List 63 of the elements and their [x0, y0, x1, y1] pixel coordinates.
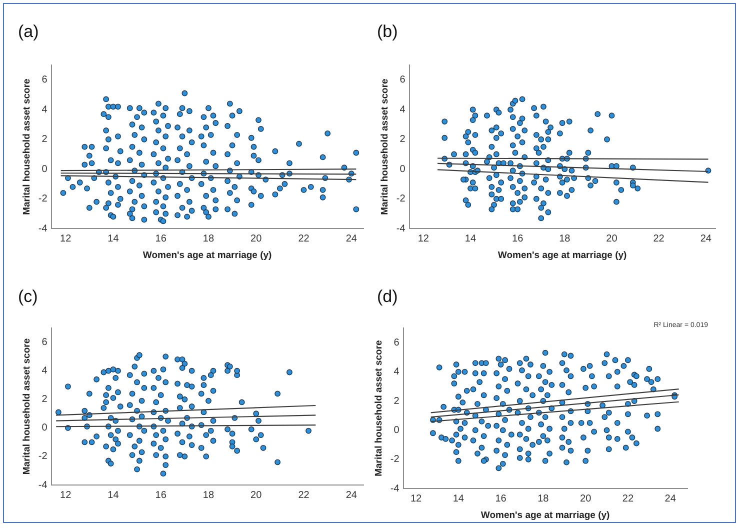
x-tick-label: 24 — [346, 490, 358, 501]
x-tick-label: 12 — [60, 490, 72, 501]
y-tick-label: 4 — [394, 366, 400, 378]
x-tick-label: 14 — [464, 233, 476, 244]
x-tick-label: 12 — [410, 493, 422, 504]
x-tick-label: 12 — [418, 233, 430, 244]
y-axis-title: Marital household asset score — [379, 78, 390, 215]
y-tick-label: 4 — [42, 366, 48, 377]
y-tick-label: -4 — [38, 223, 48, 234]
x-tick-label: 20 — [250, 490, 262, 501]
x-tick-label: 14 — [108, 490, 120, 501]
x-tick-label: 22 — [298, 233, 310, 244]
y-tick-label: -4 — [390, 483, 400, 494]
x-tick-label: 24 — [700, 233, 712, 244]
y-tick-label: 2 — [400, 134, 406, 146]
y-tick-label: 0 — [42, 422, 48, 434]
y-axis-title: Marital household asset score — [21, 78, 32, 215]
x-tick-label: 18 — [202, 233, 214, 244]
x-tick-label: 24 — [664, 493, 676, 504]
y-tick-label: 4 — [400, 104, 406, 116]
x-tick-label: 24 — [346, 233, 358, 244]
x-tick-label: 20 — [606, 233, 618, 244]
x-axis-title: Women's age at marriage (y) — [498, 250, 627, 261]
y-tick-label: 6 — [400, 74, 406, 86]
y-tick-label: 0 — [394, 424, 400, 436]
chart-title: (d) — [377, 287, 398, 307]
y-tick-label: 2 — [394, 396, 400, 407]
y-tick-label: 6 — [42, 337, 48, 348]
x-tick-label: 16 — [512, 233, 524, 244]
y-tick-label: 4 — [42, 104, 48, 116]
x-tick-label: 22 — [298, 490, 310, 501]
y-tick-label: 0 — [400, 164, 406, 175]
x-tick-label: 20 — [580, 493, 592, 504]
x-tick-label: 18 — [202, 490, 214, 501]
x-tick-label: 14 — [452, 493, 464, 504]
x-tick-label: 12 — [60, 233, 72, 244]
x-tick-label: 22 — [622, 493, 634, 504]
y-tick-label: -2 — [390, 454, 400, 466]
y-tick-label: -2 — [38, 194, 48, 205]
y-tick-label: 0 — [42, 164, 48, 175]
y-tick-label: -2 — [396, 194, 406, 205]
y-tick-label: -4 — [396, 223, 406, 234]
y-tick-label: 2 — [42, 134, 48, 146]
y-tick-label: -2 — [38, 451, 48, 462]
y-tick-label: 6 — [42, 74, 48, 86]
x-tick-label: 18 — [559, 233, 571, 244]
chart-title: (a) — [18, 22, 39, 42]
x-tick-label: 20 — [250, 233, 262, 244]
x-tick-label: 18 — [538, 493, 550, 504]
x-tick-label: 22 — [653, 233, 665, 244]
x-tick-label: 16 — [495, 493, 507, 504]
x-tick-label: 14 — [108, 233, 120, 244]
y-axis-title: Marital household asset score — [373, 340, 384, 476]
y-tick-label: 6 — [394, 337, 400, 348]
y-axis-title: Marital household asset score — [21, 338, 32, 475]
chart-title: (c) — [18, 287, 38, 307]
x-tick-label: 16 — [155, 233, 167, 244]
x-tick-label: 16 — [155, 490, 167, 501]
y-tick-label: 2 — [42, 394, 48, 406]
y-tick-label: -4 — [38, 480, 48, 491]
chart-title: (b) — [377, 22, 398, 42]
x-axis-title: Women's age at marriage (y) — [142, 250, 272, 261]
x-axis-title: Women's age at marriage (y) — [480, 510, 610, 521]
